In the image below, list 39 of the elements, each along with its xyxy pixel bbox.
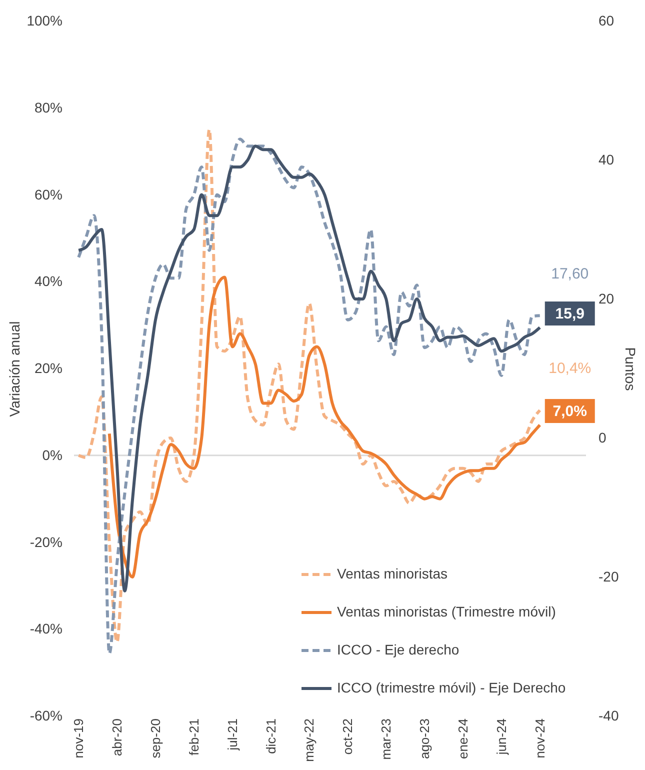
y2-tick-label: 60 xyxy=(598,12,614,28)
legend-label: Ventas minoristas xyxy=(337,566,448,582)
y2-tick-label: -40 xyxy=(598,708,619,724)
y-tick-label: 20% xyxy=(34,360,62,376)
data-label: 17,60 xyxy=(551,266,589,283)
x-tick-label: ago-23 xyxy=(417,718,432,759)
y-axis-title: Variación anual xyxy=(6,321,23,417)
y-tick-label: 0% xyxy=(42,446,62,463)
data-label: 15,9 xyxy=(555,305,584,322)
x-tick-label: ene-24 xyxy=(455,718,470,759)
y-tick-label: 60% xyxy=(34,186,62,202)
x-tick-label: dic-21 xyxy=(263,718,278,754)
y2-tick-label: 0 xyxy=(598,430,606,446)
y-tick-label: 100% xyxy=(26,12,62,28)
x-tick-label: oct-22 xyxy=(340,718,356,755)
y2-axis-title: Puntos xyxy=(622,347,639,391)
y-tick-label: -60% xyxy=(30,708,62,724)
x-tick-label: nov-24 xyxy=(532,718,548,758)
y-tick-label: 40% xyxy=(34,273,62,290)
x-tick-label: mar-23 xyxy=(378,718,394,760)
y2-tick-label: 40 xyxy=(598,152,614,168)
data-label: 10,4% xyxy=(548,360,592,378)
data-label: 7,0% xyxy=(552,402,587,420)
line-series xyxy=(108,276,542,578)
y2-tick-label: 20 xyxy=(598,290,614,306)
x-tick-label: jun-24 xyxy=(494,718,509,756)
x-tick-label: jul-21 xyxy=(224,718,240,752)
y-tick-label: -40% xyxy=(30,620,62,637)
x-tick-label: abr-20 xyxy=(110,718,125,756)
y-tick-label: -20% xyxy=(30,534,62,550)
y-tick-label: 80% xyxy=(34,99,62,116)
x-tick-label: nov-19 xyxy=(71,718,86,758)
legend-label: Ventas minoristas (Trimestre móvil) xyxy=(337,604,556,620)
x-tick-label: may-22 xyxy=(302,718,317,762)
legend-label: ICCO - Eje derecho xyxy=(337,642,460,658)
x-tick-label: feb-21 xyxy=(186,718,202,756)
x-tick-label: sep-20 xyxy=(148,718,163,758)
y2-tick-label: -20 xyxy=(598,568,619,584)
legend-label: ICCO (trimestre móvil) - Eje Derecho xyxy=(337,680,566,696)
